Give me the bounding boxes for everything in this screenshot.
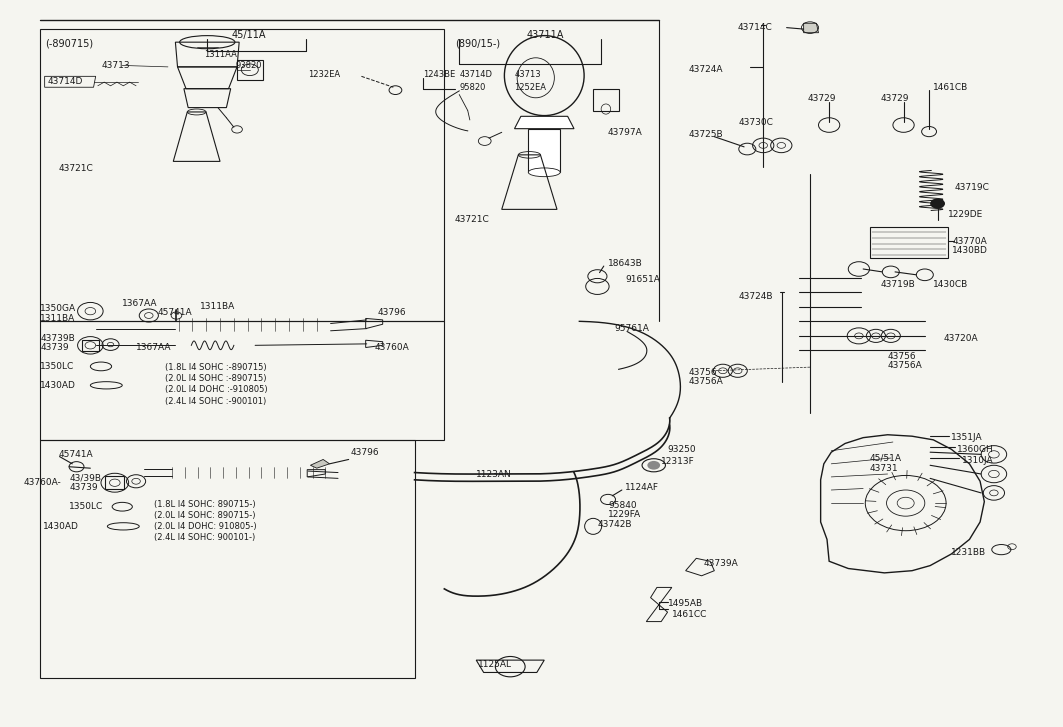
- Text: 1360GH: 1360GH: [957, 445, 994, 454]
- Text: (-890715): (-890715): [45, 39, 92, 49]
- Text: 43721C: 43721C: [455, 215, 490, 224]
- Text: 1229FA: 1229FA: [608, 510, 641, 519]
- Text: 43719B: 43719B: [880, 281, 915, 289]
- Circle shape: [647, 461, 660, 470]
- Text: (1.8L I4 SOHC :-890715): (1.8L I4 SOHC :-890715): [165, 363, 267, 371]
- Text: 91651A: 91651A: [625, 275, 660, 284]
- Circle shape: [930, 198, 945, 209]
- Text: 1311AA: 1311AA: [204, 50, 237, 59]
- Text: (1.8L I4 SOHC: 890715-): (1.8L I4 SOHC: 890715-): [154, 500, 256, 509]
- Text: 1231BB: 1231BB: [951, 548, 986, 557]
- Text: 95761A: 95761A: [614, 324, 649, 333]
- Text: 95840: 95840: [608, 501, 637, 510]
- Text: 43730C: 43730C: [739, 118, 774, 126]
- Text: 43731: 43731: [870, 464, 898, 473]
- Polygon shape: [528, 129, 560, 172]
- Text: 1123AN: 1123AN: [476, 470, 512, 478]
- Text: 1430AD: 1430AD: [40, 381, 77, 390]
- Polygon shape: [804, 23, 819, 33]
- Text: 93250: 93250: [668, 445, 696, 454]
- Text: 1243BE: 1243BE: [423, 71, 455, 79]
- Text: 43742B: 43742B: [597, 521, 631, 529]
- Text: 43/39B: 43/39B: [69, 474, 101, 483]
- Text: 43724B: 43724B: [739, 292, 773, 301]
- Text: 1351JA: 1351JA: [951, 433, 983, 442]
- Text: 1124AF: 1124AF: [625, 483, 659, 491]
- Text: 43739B: 43739B: [40, 334, 75, 343]
- Text: 43760A: 43760A: [374, 343, 409, 352]
- Text: 43739: 43739: [69, 483, 98, 491]
- Text: 43725B: 43725B: [689, 130, 724, 139]
- Text: 1461CB: 1461CB: [933, 83, 968, 92]
- Text: 43720A: 43720A: [944, 334, 979, 342]
- Text: 43756: 43756: [689, 368, 718, 377]
- Text: (2.4L I4 SOHC :-900101): (2.4L I4 SOHC :-900101): [165, 397, 266, 406]
- Text: (2.0L I4 SOHC: 890715-): (2.0L I4 SOHC: 890715-): [154, 511, 255, 520]
- Text: 1350LC: 1350LC: [69, 502, 103, 511]
- Text: 1311BA: 1311BA: [40, 314, 75, 323]
- Text: 1350LC: 1350LC: [40, 362, 74, 371]
- Text: 43714D: 43714D: [48, 77, 83, 86]
- Text: 43739A: 43739A: [704, 559, 739, 568]
- Polygon shape: [310, 459, 330, 468]
- Text: 1229DE: 1229DE: [948, 210, 983, 219]
- Text: 93820: 93820: [236, 61, 263, 70]
- Text: 45/11A: 45/11A: [232, 30, 266, 40]
- Text: (2.4L I4 SOHC: 900101-): (2.4L I4 SOHC: 900101-): [154, 533, 255, 542]
- Text: (2.0L I4 DOHC :-910805): (2.0L I4 DOHC :-910805): [165, 385, 268, 394]
- Text: 1495AB: 1495AB: [668, 599, 703, 608]
- Text: 1430AD: 1430AD: [43, 522, 79, 531]
- Text: (890/15-): (890/15-): [455, 39, 500, 49]
- Text: 1461CC: 1461CC: [672, 610, 707, 619]
- Text: 43711A: 43711A: [526, 30, 563, 40]
- Text: 43760A-: 43760A-: [23, 478, 62, 487]
- Text: 45/51A: 45/51A: [870, 454, 901, 462]
- Text: 1350GA: 1350GA: [40, 305, 77, 313]
- Text: 43721C: 43721C: [58, 164, 94, 173]
- Text: 43770A: 43770A: [952, 237, 988, 246]
- Text: (2.0L I4 DOHC: 910805-): (2.0L I4 DOHC: 910805-): [154, 522, 257, 531]
- Text: 1310JA: 1310JA: [962, 457, 994, 465]
- Text: 43713: 43713: [102, 61, 131, 70]
- Text: 43729: 43729: [880, 94, 909, 103]
- Text: 43714C: 43714C: [738, 23, 773, 32]
- Text: 1232EA: 1232EA: [308, 70, 340, 79]
- Text: 43797A: 43797A: [608, 128, 643, 137]
- Text: 43796: 43796: [377, 308, 406, 317]
- Text: 1430CB: 1430CB: [933, 281, 968, 289]
- Text: (2.0L I4 SOHC :-890715): (2.0L I4 SOHC :-890715): [165, 374, 266, 382]
- Text: 1367AA: 1367AA: [136, 343, 171, 352]
- Text: 95820: 95820: [459, 83, 486, 92]
- Text: 43739: 43739: [40, 343, 69, 352]
- Polygon shape: [514, 116, 574, 129]
- Text: 1311BA: 1311BA: [200, 302, 235, 311]
- Text: 43729: 43729: [808, 94, 837, 103]
- Text: 1252EA: 1252EA: [514, 83, 546, 92]
- Text: 43796: 43796: [351, 448, 379, 457]
- Text: 45741A: 45741A: [58, 450, 94, 459]
- Text: 1125AL: 1125AL: [478, 660, 512, 669]
- Text: 45741A: 45741A: [157, 308, 192, 317]
- Text: 43724A: 43724A: [689, 65, 723, 73]
- Text: 43713: 43713: [514, 71, 541, 79]
- Text: 43756: 43756: [888, 352, 916, 361]
- Text: 43714D: 43714D: [459, 71, 492, 79]
- Text: 12313F: 12313F: [661, 457, 695, 466]
- Text: 43756A: 43756A: [888, 361, 923, 370]
- Ellipse shape: [528, 168, 560, 177]
- Text: 18643B: 18643B: [608, 259, 643, 268]
- Text: 1430BD: 1430BD: [952, 246, 989, 255]
- Text: 1367AA: 1367AA: [122, 300, 157, 308]
- Text: 43756A: 43756A: [689, 377, 724, 386]
- Text: 43719C: 43719C: [955, 183, 990, 192]
